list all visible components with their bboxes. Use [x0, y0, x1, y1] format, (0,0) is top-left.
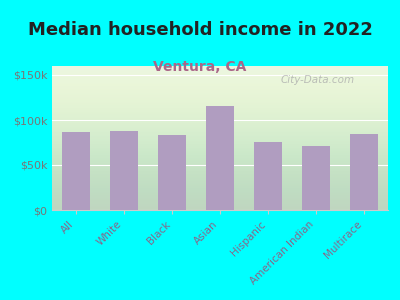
Text: Ventura, CA: Ventura, CA [153, 60, 247, 74]
Bar [350, 134, 378, 210]
Text: Median household income in 2022: Median household income in 2022 [28, 21, 372, 39]
Bar [302, 146, 330, 210]
Bar [158, 135, 186, 210]
Bar [62, 132, 90, 210]
Text: City-Data.com: City-Data.com [280, 75, 355, 85]
Bar [206, 106, 234, 210]
Bar [254, 142, 282, 210]
Bar [110, 131, 138, 210]
